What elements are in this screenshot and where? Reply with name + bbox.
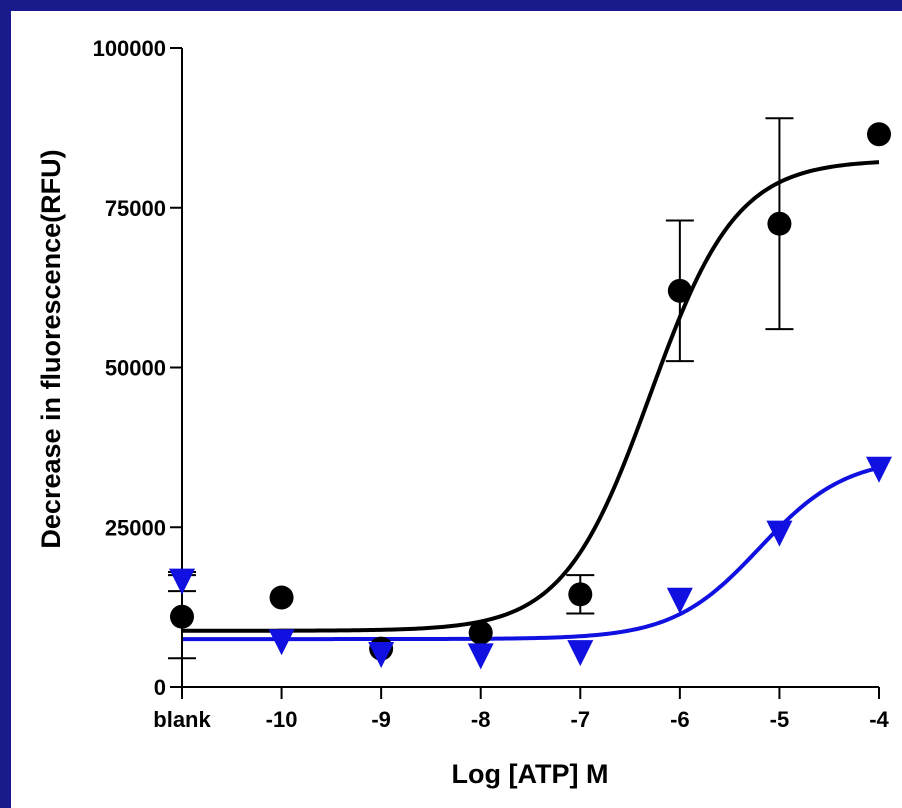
x-tick-label: -8	[471, 707, 491, 732]
x-tick-label: -9	[371, 707, 391, 732]
chart-frame: 0 25000 50000 75000 100000 blank -10 -9 -8 -7 -6 -5…	[11, 11, 902, 808]
y-tick-label: 100000	[93, 36, 166, 61]
data-point-circle	[667, 278, 692, 303]
data-point-triangle	[866, 456, 892, 483]
data-point-circle	[269, 585, 294, 610]
data-point-circle	[867, 122, 891, 147]
y-tick-label: 50000	[105, 356, 166, 381]
x-tick-label: -7	[571, 707, 591, 732]
fit-curve-1	[182, 160, 880, 633]
data-point-triangle	[467, 643, 494, 670]
x-tick-label: -10	[266, 707, 298, 732]
x-tick-label: blank	[153, 707, 211, 732]
data-point-triangle	[169, 568, 195, 595]
x-tick-label: -6	[670, 707, 690, 732]
data-point-circle	[568, 582, 593, 607]
fit-curves	[182, 160, 880, 642]
y-axis-title: Decrease in fluorescence(RFU)	[36, 149, 66, 548]
x-axis-title: Log [ATP] M	[452, 759, 609, 789]
axes: 0 25000 50000 75000 100000 blank -10 -9 -8 -7 -6 -5…	[93, 36, 890, 732]
data-point-triangle	[766, 520, 793, 547]
x-tick-label: -5	[770, 707, 790, 732]
data-point-circle	[468, 620, 493, 645]
data-point-circle	[170, 604, 194, 629]
data-point-triangle	[567, 640, 594, 667]
data-point-triangle	[666, 587, 693, 614]
y-tick-label: 75000	[105, 196, 166, 221]
data-points	[168, 117, 892, 670]
data-point-triangle	[368, 642, 395, 669]
y-tick-label: 0	[154, 675, 166, 700]
data-point-circle	[767, 211, 792, 236]
data-point-triangle	[268, 629, 295, 656]
x-tick-label: -4	[869, 707, 889, 732]
y-tick-label: 25000	[105, 515, 166, 540]
fit-curve-2	[182, 465, 880, 642]
dose-response-chart: 0 25000 50000 75000 100000 blank -10 -9 -8 -7 -6 -5…	[36, 36, 892, 789]
